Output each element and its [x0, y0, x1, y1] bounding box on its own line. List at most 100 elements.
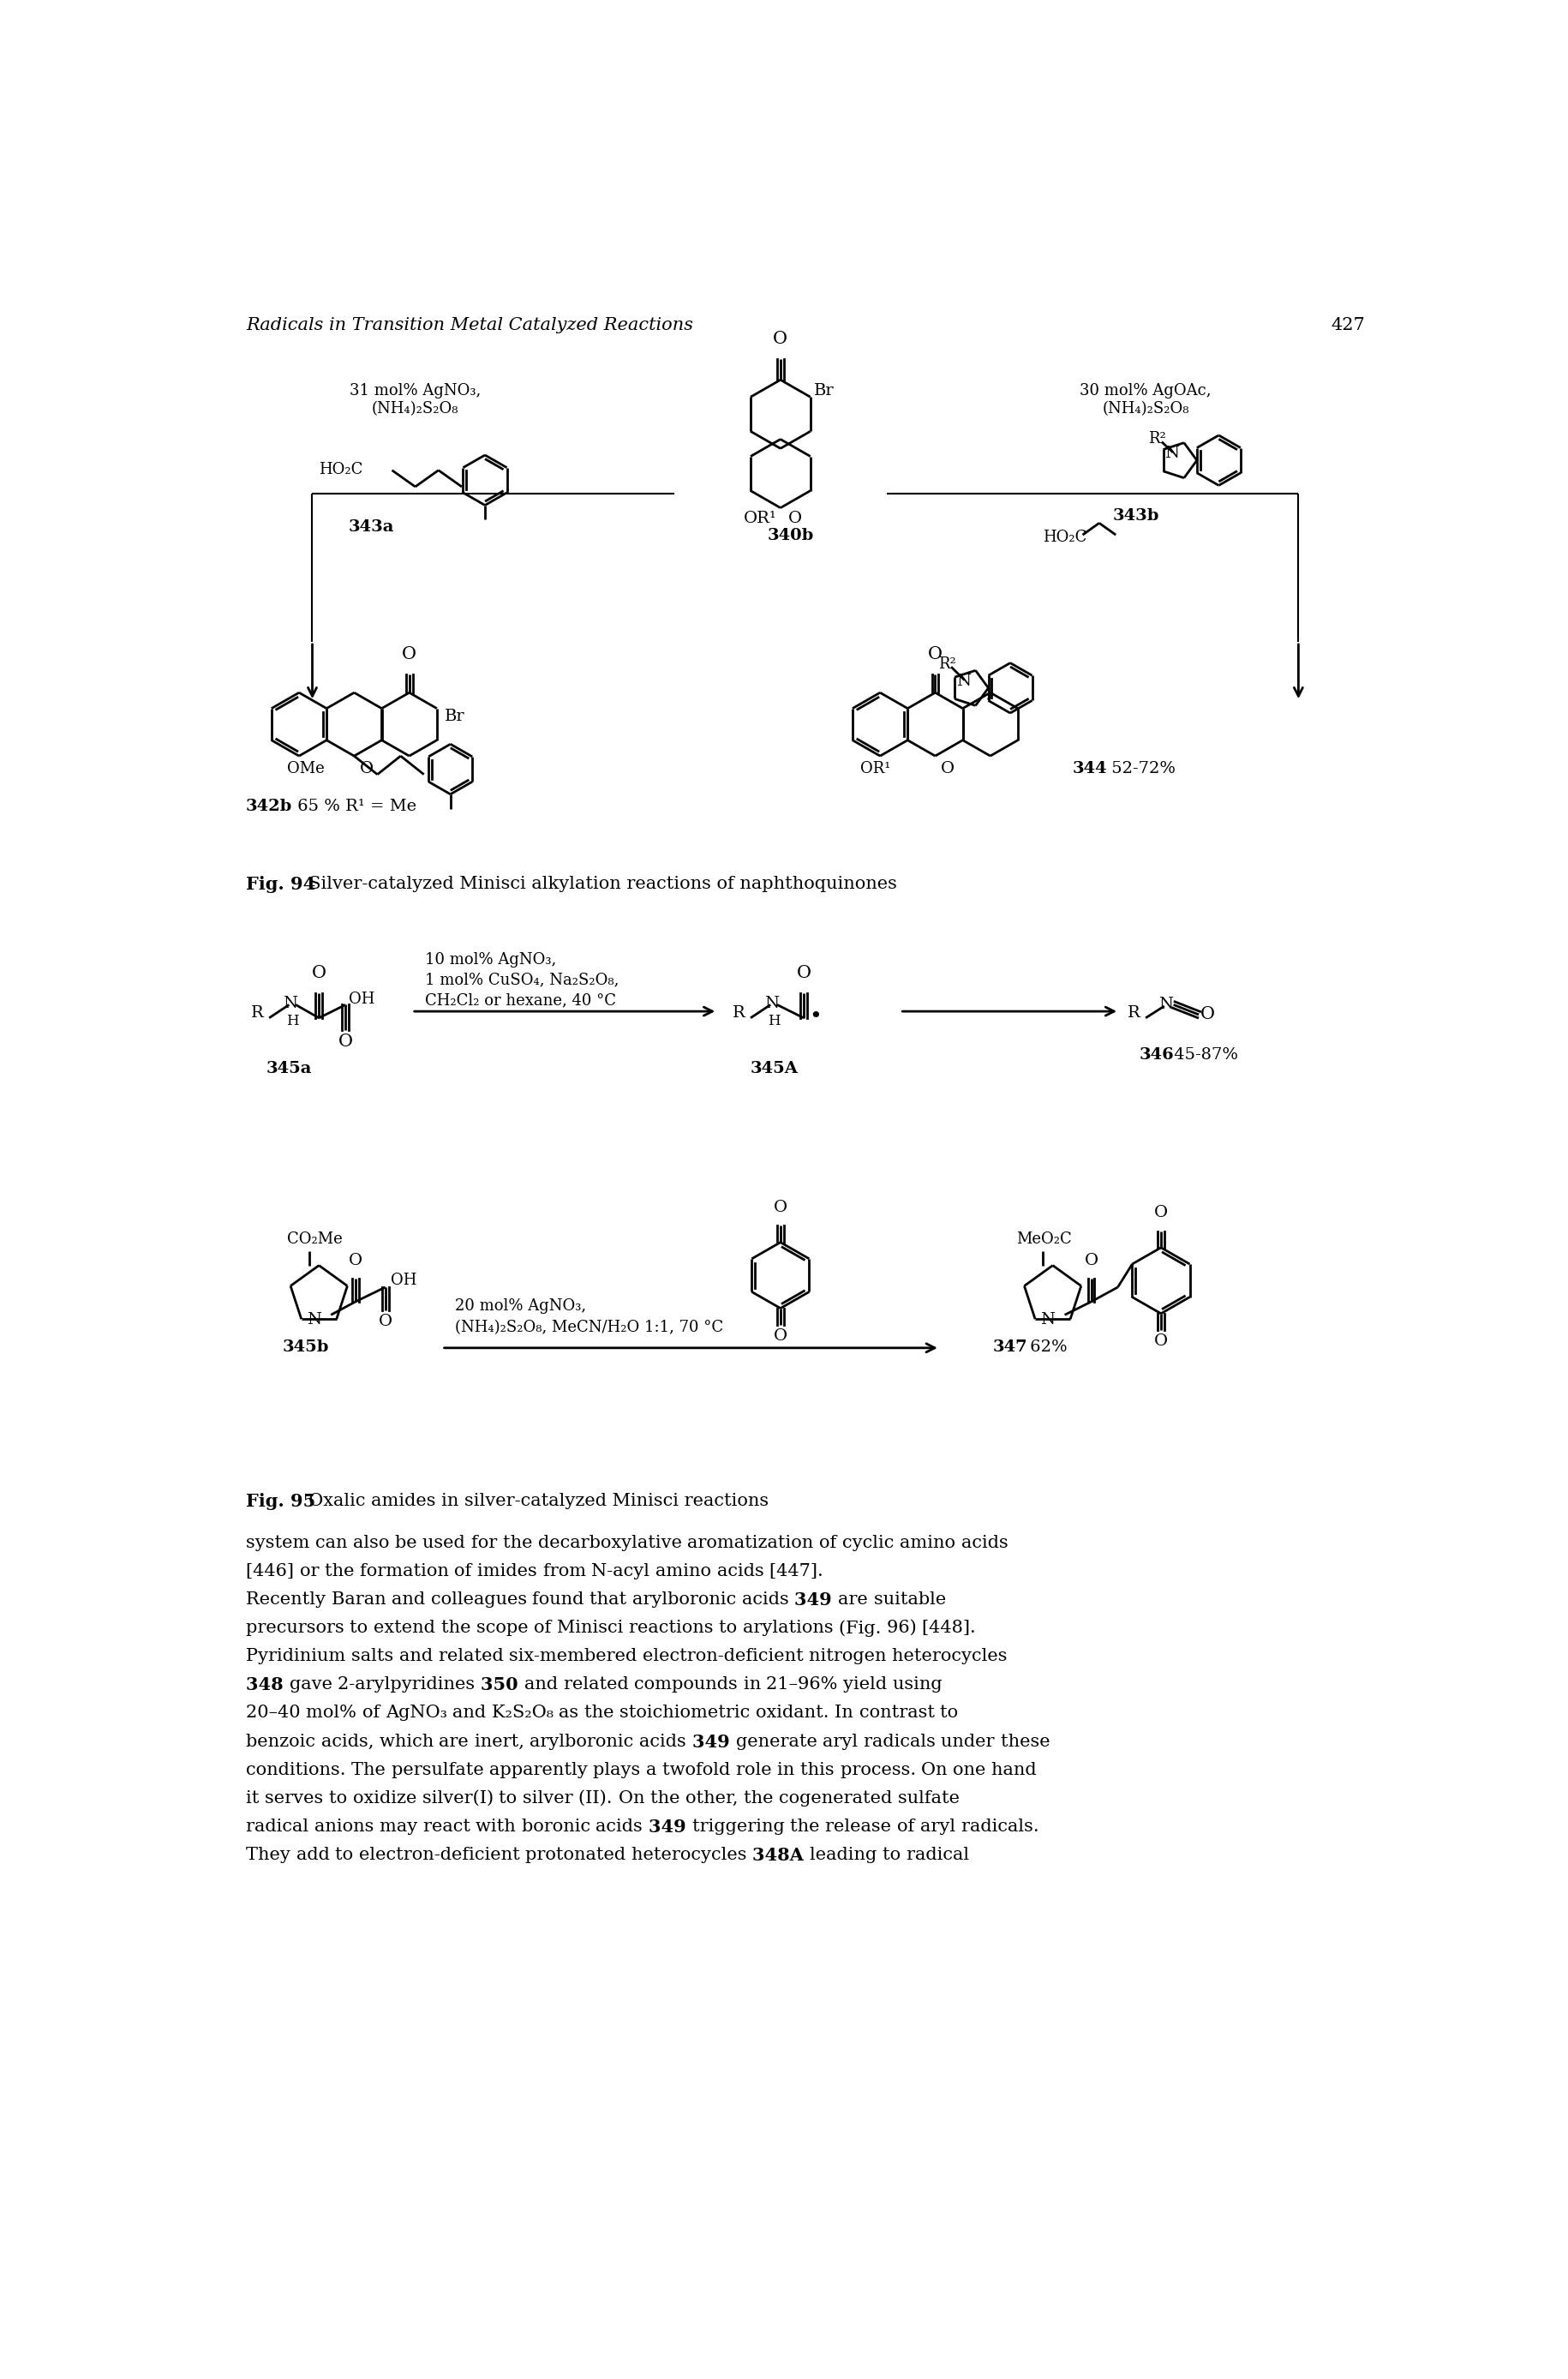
Text: O: O — [939, 761, 953, 776]
Text: are: are — [439, 1734, 474, 1749]
Text: 348A: 348A — [753, 1846, 809, 1863]
Text: as: as — [558, 1706, 585, 1720]
Text: leading: leading — [809, 1846, 883, 1863]
Text: to: to — [336, 1846, 359, 1863]
Text: add: add — [296, 1846, 336, 1863]
Text: arylboronic: arylboronic — [530, 1734, 640, 1749]
Text: Baran: Baran — [331, 1592, 392, 1608]
Text: aromatization: aromatization — [687, 1534, 818, 1551]
Text: Fig. 94: Fig. 94 — [246, 875, 315, 892]
Text: silver(I): silver(I) — [422, 1789, 499, 1806]
Text: amino: amino — [900, 1534, 961, 1551]
Text: or: or — [299, 1563, 325, 1580]
Text: also: also — [353, 1534, 395, 1551]
Text: MeO₂C: MeO₂C — [1016, 1230, 1071, 1247]
Text: Silver-catalyzed Minisci alkylation reactions of naphthoquinones: Silver-catalyzed Minisci alkylation reac… — [298, 875, 897, 892]
Text: acids: acids — [961, 1534, 1013, 1551]
Text: They: They — [246, 1846, 296, 1863]
Text: Br: Br — [814, 383, 834, 397]
Text: aryl: aryl — [919, 1818, 961, 1834]
Text: can: can — [315, 1534, 353, 1551]
Text: oxidant.: oxidant. — [756, 1706, 834, 1720]
Text: and: and — [398, 1649, 437, 1665]
Text: of: of — [362, 1706, 386, 1720]
Text: On: On — [618, 1789, 649, 1806]
Text: generate: generate — [735, 1734, 822, 1749]
Text: in: in — [743, 1677, 767, 1694]
Text: six-membered: six-membered — [508, 1649, 641, 1665]
Text: HO₂C: HO₂C — [318, 462, 362, 478]
Text: that: that — [590, 1592, 632, 1608]
Text: related: related — [437, 1649, 508, 1665]
Text: mol%: mol% — [306, 1706, 362, 1720]
Text: cogenerated: cogenerated — [778, 1789, 897, 1806]
Text: be: be — [395, 1534, 422, 1551]
Text: Oxalic amides in silver-catalyzed Minisci reactions: Oxalic amides in silver-catalyzed Minisc… — [298, 1494, 768, 1508]
Text: under: under — [941, 1734, 1000, 1749]
Text: of: of — [455, 1563, 477, 1580]
Text: a: a — [646, 1760, 662, 1777]
Text: O: O — [927, 647, 942, 661]
Text: 1 mol% CuSO₄, Na₂S₂O₈,: 1 mol% CuSO₄, Na₂S₂O₈, — [425, 971, 619, 987]
Text: (II).: (II). — [579, 1789, 618, 1806]
Text: one: one — [953, 1760, 991, 1777]
Text: the: the — [649, 1789, 685, 1806]
Text: acids: acids — [717, 1563, 768, 1580]
Text: O: O — [773, 1327, 787, 1344]
Text: 20–40: 20–40 — [246, 1706, 306, 1720]
Text: 21–96%: 21–96% — [767, 1677, 844, 1694]
Text: (Fig.: (Fig. — [839, 1620, 886, 1637]
Text: heterocycles: heterocycles — [892, 1649, 1013, 1665]
Text: formation: formation — [359, 1563, 455, 1580]
Text: OMe: OMe — [287, 761, 325, 776]
Text: apparently: apparently — [489, 1760, 593, 1777]
Text: electron-deficient: electron-deficient — [359, 1846, 525, 1863]
Text: 346: 346 — [1138, 1047, 1173, 1063]
Text: 20 mol% AgNO₃,: 20 mol% AgNO₃, — [455, 1299, 586, 1313]
Text: 52-72%: 52-72% — [1105, 761, 1174, 776]
Text: role: role — [735, 1760, 778, 1777]
Text: 342b: 342b — [246, 799, 292, 814]
Text: other,: other, — [685, 1789, 743, 1806]
Text: 427: 427 — [1330, 316, 1364, 333]
Text: anions: anions — [314, 1818, 379, 1834]
Text: the: the — [441, 1620, 477, 1637]
Text: this: this — [800, 1760, 839, 1777]
Text: O: O — [1154, 1332, 1167, 1349]
Text: O: O — [401, 647, 417, 661]
Text: and: and — [392, 1592, 431, 1608]
Text: the: the — [790, 1818, 825, 1834]
Text: N-acyl: N-acyl — [591, 1563, 655, 1580]
Text: 45-87%: 45-87% — [1168, 1047, 1237, 1063]
Text: O: O — [1200, 1006, 1214, 1023]
Text: triggering: triggering — [691, 1818, 790, 1834]
Text: On: On — [920, 1760, 953, 1777]
Text: 343a: 343a — [348, 519, 395, 535]
Text: found: found — [532, 1592, 590, 1608]
Text: N: N — [306, 1311, 321, 1327]
Text: 96): 96) — [886, 1620, 922, 1637]
Text: oxidize: oxidize — [353, 1789, 422, 1806]
Text: plays: plays — [593, 1760, 646, 1777]
Text: scope: scope — [477, 1620, 533, 1637]
Text: N: N — [1157, 997, 1173, 1013]
Text: Fig. 95: Fig. 95 — [246, 1494, 315, 1511]
Text: contrast: contrast — [859, 1706, 939, 1720]
Text: for: for — [470, 1534, 502, 1551]
Text: of: of — [897, 1818, 919, 1834]
Text: imides: imides — [477, 1563, 543, 1580]
Text: compounds: compounds — [633, 1677, 743, 1694]
Text: nitrogen: nitrogen — [809, 1649, 892, 1665]
Text: the: the — [585, 1706, 619, 1720]
Text: 62%: 62% — [1024, 1339, 1066, 1354]
Text: O: O — [348, 1254, 362, 1268]
Text: The: The — [351, 1760, 390, 1777]
Text: release: release — [825, 1818, 897, 1834]
Text: In: In — [834, 1706, 859, 1720]
Text: reactions: reactions — [629, 1620, 718, 1637]
Text: with: with — [475, 1818, 521, 1834]
Text: N: N — [764, 997, 779, 1011]
Text: heterocycles: heterocycles — [630, 1846, 753, 1863]
Text: O: O — [378, 1313, 392, 1330]
Text: 31 mol% AgNO₃,: 31 mol% AgNO₃, — [350, 383, 481, 400]
